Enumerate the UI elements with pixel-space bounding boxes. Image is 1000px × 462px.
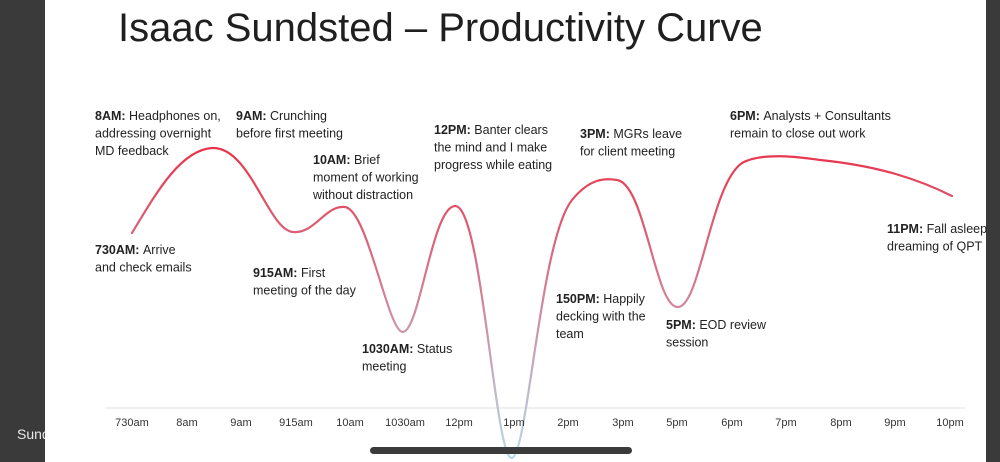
annotation-description: Analysts + Consultants	[763, 109, 891, 123]
annotation-description: team	[556, 327, 584, 341]
annotation-description: First	[301, 266, 326, 280]
x-tick-label: 10pm	[936, 417, 964, 429]
annotation-text: 915AM: First meeting of the day	[253, 266, 357, 298]
annotation-time: 1030AM:	[362, 342, 417, 356]
annotation-description: without distraction	[312, 188, 413, 202]
annotation: 11PM: Fall asleep dreaming of QPT	[887, 222, 987, 254]
annotation-description: meeting	[362, 360, 407, 374]
annotation-description: Happily	[603, 292, 645, 306]
annotation-text: 10AM: Brief moment of working without dist…	[312, 153, 419, 202]
x-tick-label: 7pm	[775, 417, 796, 429]
productivity-curve-line	[130, 146, 954, 460]
annotation: 12PM: Banter clears the mind and I make pr…	[434, 123, 552, 172]
annotation-description: before first meeting	[236, 127, 343, 141]
annotation-time: 5PM:	[666, 318, 699, 332]
annotation-text: 12PM: Banter clears the mind and I make pr…	[434, 123, 552, 172]
annotation-description: progress while eating	[434, 158, 552, 172]
annotation-description: EOD review	[699, 318, 767, 332]
x-tick-label: 2pm	[557, 417, 578, 429]
annotation: 8AM: Headphones on, addressing overnight M…	[95, 109, 221, 158]
annotation-description: MD feedback	[95, 144, 169, 158]
home-indicator-bar	[370, 447, 632, 454]
annotation-description: addressing overnight	[95, 127, 212, 141]
chart-title: Isaac Sundsted – Productivity Curve	[118, 6, 763, 50]
annotation-time: 12PM:	[434, 123, 474, 137]
annotation-text: 5PM: EOD review session	[666, 318, 767, 350]
annotation-description: dreaming of QPT	[887, 240, 983, 254]
annotation-text: 11PM: Fall asleep dreaming of QPT	[887, 222, 987, 254]
annotation-text: 9AM: Crunching before first meeting	[236, 109, 343, 141]
annotation-text: 8AM: Headphones on, addressing overnight M…	[95, 109, 221, 158]
annotation-description: decking with the	[556, 310, 646, 324]
x-tick-label: 1030am	[385, 417, 425, 429]
annotation: 6PM: Analysts + Consultants remain to clo…	[730, 109, 891, 141]
annotation: 5PM: EOD review session	[666, 318, 767, 350]
annotation-time: 8AM:	[95, 109, 129, 123]
annotation-text: 1030AM: Status meeting	[362, 342, 452, 374]
x-tick-label: 915am	[279, 417, 313, 429]
annotation-description: Status	[417, 342, 452, 356]
slide	[45, 0, 986, 462]
x-tick-label: 6pm	[721, 417, 742, 429]
annotation-description: Fall asleep	[927, 222, 987, 236]
annotation-description: for client meeting	[580, 145, 675, 159]
annotation-description: remain to close out work	[730, 127, 866, 141]
x-tick-label: 730am	[115, 417, 149, 429]
annotation-description: MGRs leave	[613, 127, 682, 141]
annotation-description: and check emails	[95, 261, 192, 275]
annotation-description: Headphones on,	[129, 109, 221, 123]
annotation-time: 11PM:	[887, 222, 927, 236]
x-tick-label: 12pm	[445, 417, 473, 429]
annotation-text: 730AM: Arrive and check emails	[95, 243, 192, 275]
x-tick-label: 8am	[176, 417, 197, 429]
annotation: 730AM: Arrive and check emails	[95, 243, 192, 275]
x-tick-label: 10am	[336, 417, 364, 429]
annotation-time: 150PM:	[556, 292, 603, 306]
x-tick-label: 9pm	[884, 417, 905, 429]
annotation-description: Banter clears	[474, 123, 548, 137]
annotation: 915AM: First meeting of the day	[253, 266, 357, 298]
annotation-text: 150PM: Happily decking with the team	[556, 292, 646, 341]
annotation: 3PM: MGRs leave for client meeting	[580, 127, 682, 159]
annotation: 150PM: Happily decking with the team	[556, 292, 646, 341]
edge-partial-text: Sund	[17, 426, 45, 442]
annotation-description: meeting of the day	[253, 284, 357, 298]
annotation-description: Brief	[354, 153, 380, 167]
annotation-text: 3PM: MGRs leave for client meeting	[580, 127, 682, 159]
annotation-time: 9AM:	[236, 109, 270, 123]
x-tick-label: 8pm	[830, 417, 851, 429]
annotations: 730AM: Arrive and check emails 8AM: Headph…	[95, 109, 987, 374]
x-tick-label: 9am	[230, 417, 251, 429]
annotation-description: Arrive	[143, 243, 176, 257]
x-tick-label: 3pm	[612, 417, 633, 429]
annotation-description: moment of working	[313, 171, 419, 185]
annotation: 9AM: Crunching before first meeting	[236, 109, 343, 141]
x-tick-label: 5pm	[666, 417, 687, 429]
annotation-description: the mind and I make	[434, 141, 547, 155]
annotation: 10AM: Brief moment of working without dist…	[312, 153, 419, 202]
annotation-time: 10AM:	[313, 153, 354, 167]
annotation-time: 730AM:	[95, 243, 143, 257]
annotation-time: 3PM:	[580, 127, 613, 141]
annotation-description: session	[666, 336, 708, 350]
annotation-time: 915AM:	[253, 266, 301, 280]
x-tick-label: 1pm	[503, 417, 524, 429]
annotation: 1030AM: Status meeting	[362, 342, 452, 374]
annotation-text: 6PM: Analysts + Consultants remain to clo…	[730, 109, 891, 141]
annotation-description: Crunching	[270, 109, 327, 123]
annotation-time: 6PM:	[730, 109, 763, 123]
x-axis-tick-labels: 730am 8am 9am 915am 10am 1030am 12pm 1pm 2pm 3pm 5…	[115, 417, 964, 429]
